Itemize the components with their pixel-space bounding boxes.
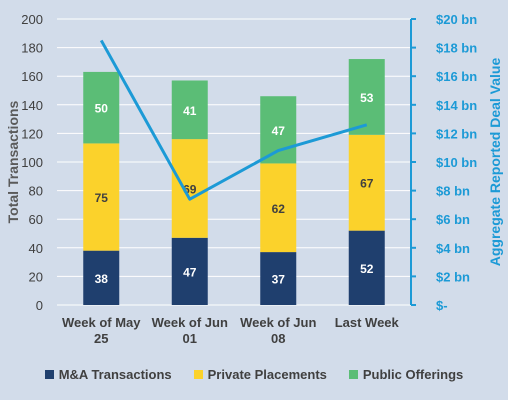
bar-segment bbox=[171, 139, 208, 238]
bar-segment bbox=[348, 59, 385, 135]
data-label: 47 bbox=[272, 124, 286, 138]
data-label: 67 bbox=[360, 177, 374, 191]
y-tick-label: 60 bbox=[29, 212, 43, 227]
x-tick-label: Week of Jun 08 bbox=[240, 315, 316, 346]
data-label: 75 bbox=[95, 191, 109, 205]
deal-value-line bbox=[99, 39, 368, 201]
y-tick-label: 0 bbox=[36, 298, 43, 313]
data-label: 53 bbox=[360, 91, 374, 105]
legend-swatch bbox=[44, 370, 54, 379]
x-tick-label: Week of May 25 bbox=[62, 315, 141, 346]
y2-tick-label: $2 bn bbox=[436, 269, 470, 284]
y2-tick-label: $10 bn bbox=[436, 155, 477, 170]
bar-segment bbox=[83, 71, 120, 144]
bar-segment bbox=[260, 163, 297, 253]
y2-axis-title: Aggregate Reported Deal Value bbox=[487, 58, 503, 267]
x-tick-label: Week of Jun 01 bbox=[152, 315, 228, 346]
data-label: 38 bbox=[95, 272, 109, 286]
legend-label: Public Offerings bbox=[362, 367, 464, 382]
y-tick-label: 200 bbox=[21, 12, 43, 27]
bar-segment bbox=[171, 237, 208, 305]
y-axis-title: Total Transactions bbox=[5, 100, 21, 223]
bar-segment bbox=[83, 250, 120, 305]
bar-segment bbox=[348, 134, 385, 231]
legend-item: Private Placements bbox=[193, 367, 327, 382]
x-tick-label: Last Week bbox=[335, 315, 400, 330]
y2-tick-label: $4 bn bbox=[436, 241, 470, 256]
y-tick-label: 40 bbox=[29, 241, 43, 256]
y-tick-label: 140 bbox=[21, 98, 43, 113]
data-label: 47 bbox=[183, 265, 197, 279]
legend-swatch bbox=[348, 370, 358, 379]
data-label: 62 bbox=[272, 202, 286, 216]
y2-tick-label: $8 bn bbox=[436, 184, 470, 199]
data-label: 41 bbox=[183, 104, 197, 118]
bar-segment bbox=[171, 80, 208, 140]
legend-label: M&A Transactions bbox=[58, 367, 172, 382]
legend-swatch bbox=[193, 370, 203, 379]
bar-segment bbox=[260, 252, 297, 305]
y2-tick-label: $- bbox=[436, 298, 448, 313]
data-label: 50 bbox=[95, 102, 109, 116]
legend-item: M&A Transactions bbox=[44, 367, 172, 382]
y-tick-label: 20 bbox=[29, 269, 43, 284]
data-label: 37 bbox=[272, 273, 286, 287]
y-tick-label: 120 bbox=[21, 126, 43, 141]
y2-tick-label: $16 bn bbox=[436, 69, 477, 84]
y2-tick-label: $18 bn bbox=[436, 41, 477, 56]
bar-segment bbox=[83, 143, 120, 251]
data-label: 52 bbox=[360, 262, 374, 276]
y-tick-label: 100 bbox=[21, 155, 43, 170]
legend: M&A Transactions Private Placements Public… bbox=[0, 367, 508, 382]
y-tick-label: 80 bbox=[29, 184, 43, 199]
y2-tick-label: $12 bn bbox=[436, 126, 477, 141]
legend-item: Public Offerings bbox=[348, 367, 464, 382]
y2-tick-label: $20 bn bbox=[436, 12, 477, 27]
y-tick-label: 160 bbox=[21, 69, 43, 84]
y2-tick-label: $14 bn bbox=[436, 98, 477, 113]
y2-tick-label: $6 bn bbox=[436, 212, 470, 227]
bar-segment bbox=[348, 230, 385, 305]
y-tick-label: 180 bbox=[21, 41, 43, 56]
legend-label: Private Placements bbox=[207, 367, 327, 382]
